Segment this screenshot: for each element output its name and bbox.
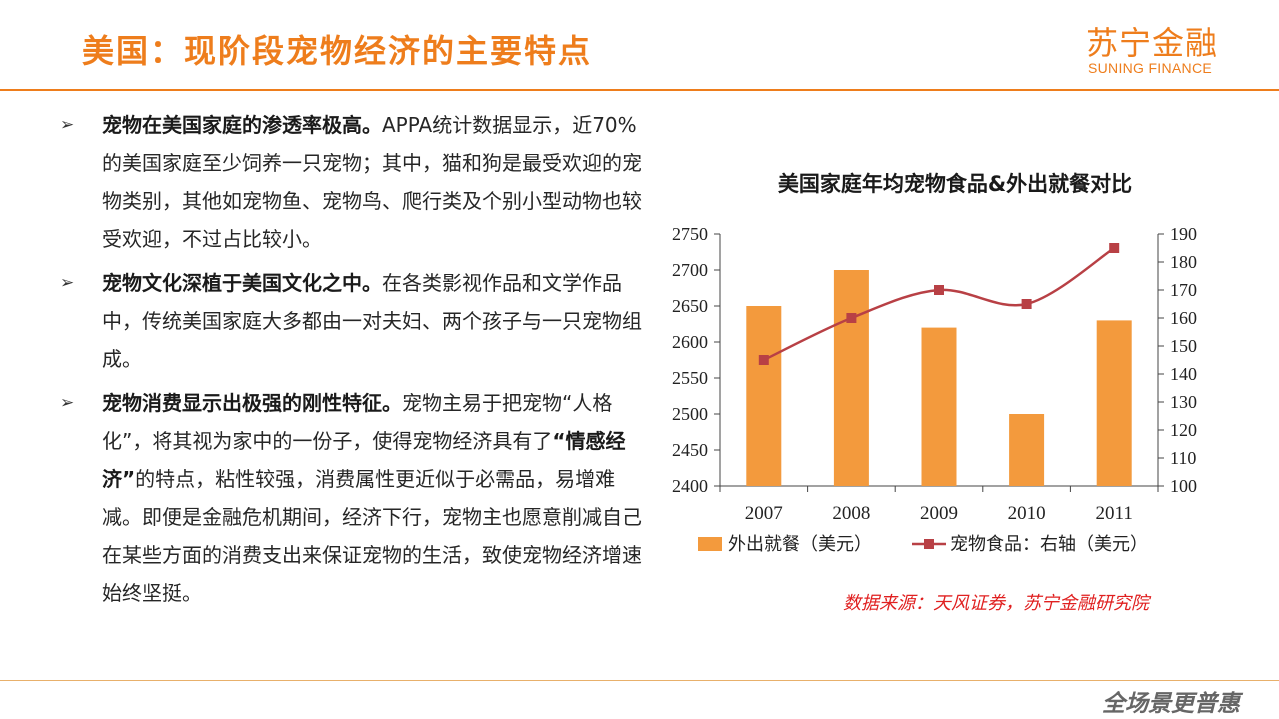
legend-line-marker: [924, 539, 934, 549]
right-tick-label: 140: [1170, 364, 1197, 384]
bullet-bold: 宠物在美国家庭的渗透率极高。: [102, 113, 382, 137]
bullet-item: ➢ 宠物消费显示出极强的刚性特征。宠物主易于把宠物“人格化”，将其视为家中的一份…: [60, 384, 650, 612]
right-tick-label: 190: [1170, 224, 1197, 244]
bullet-item: ➢ 宠物在美国家庭的渗透率极高。APPA统计数据显示，近70%的美国家庭至少饲养…: [60, 106, 650, 258]
bar: [833, 270, 869, 486]
right-tick-label: 180: [1170, 252, 1197, 272]
x-tick-label: 2007: [745, 503, 783, 524]
x-tick-label: 2011: [1096, 503, 1133, 524]
page-title: 美国：现阶段宠物经济的主要特点: [82, 32, 593, 70]
x-tick-label: 2008: [832, 503, 870, 524]
line-marker: [758, 355, 769, 365]
bullet-text: 宠物主易于把宠物“人格化”，将其视为家中的一份子，使得宠物经济具有了: [102, 391, 613, 453]
left-tick-label: 2700: [672, 260, 708, 280]
right-tick-label: 110: [1170, 448, 1196, 468]
legend-label: 外出就餐（美元）: [728, 534, 872, 555]
right-tick-label: 100: [1170, 476, 1197, 496]
right-tick-label: 150: [1170, 336, 1197, 356]
combo-chart: 2400 2450 2500 2550 2600 2650 2700 2750 100 110 12…: [672, 224, 1197, 555]
right-tick-label: 170: [1170, 280, 1197, 300]
line-marker: [846, 313, 857, 323]
left-tick-label: 2650: [672, 296, 708, 316]
bullet-bold: 宠物消费显示出极强的刚性特征。: [102, 391, 402, 415]
left-tick-label: 2450: [672, 440, 708, 460]
arrow-bullet-icon: ➢: [60, 273, 75, 293]
bullet-text: APPA统计数据显示，近70%的美国家庭至少饲养一只宠物；其中，猫和狗是最受欢迎…: [102, 113, 642, 251]
arrow-bullet-icon: ➢: [60, 393, 75, 413]
left-tick-label: 2750: [672, 224, 708, 244]
logo-en: SUNING FINANCE: [1088, 60, 1212, 76]
left-tick-label: 2600: [672, 332, 708, 352]
x-tick-label: 2010: [1008, 503, 1046, 524]
bar: [746, 306, 782, 486]
footer-divider: [0, 680, 1279, 681]
left-tick-label: 2400: [672, 476, 708, 496]
legend-label: 宠物食品：右轴（美元）: [950, 534, 1148, 555]
line-marker: [1109, 243, 1120, 253]
header-divider: [0, 89, 1279, 91]
logo-cn: 苏宁金融: [1086, 24, 1219, 62]
legend-bar-swatch: [698, 537, 722, 551]
bullet-text: 的特点，粘性较强，消费属性更近似于必需品，易增难减。即便是金融危机期间，经济下行…: [102, 467, 642, 605]
arrow-bullet-icon: ➢: [60, 115, 75, 135]
bullet-list: ➢ 宠物在美国家庭的渗透率极高。APPA统计数据显示，近70%的美国家庭至少饲养…: [60, 106, 650, 618]
bullet-bold-inline: “情感经济”: [102, 429, 626, 491]
bar: [1096, 320, 1132, 486]
bar: [1009, 414, 1045, 486]
chart-title: 美国家庭年均宠物食品&外出就餐对比: [777, 172, 1133, 196]
right-tick-label: 130: [1170, 392, 1197, 412]
left-tick-label: 2550: [672, 368, 708, 388]
bullet-bold: 宠物文化深植于美国文化之中。: [102, 271, 382, 295]
slogan: 全场景更普惠: [1102, 691, 1240, 717]
right-tick-label: 160: [1170, 308, 1197, 328]
bullet-item: ➢ 宠物文化深植于美国文化之中。在各类影视作品和文学作品中，传统美国家庭大多都由…: [60, 264, 650, 378]
bullet-text: 在各类影视作品和文学作品中，传统美国家庭大多都由一对夫妇、两个孩子与一只宠物组成…: [102, 271, 642, 371]
bar: [921, 327, 957, 486]
right-tick-label: 120: [1170, 420, 1197, 440]
line-marker: [1021, 299, 1032, 309]
line-marker: [934, 285, 944, 295]
left-tick-label: 2500: [672, 404, 708, 424]
data-source: 数据来源：天风证券，苏宁金融研究院: [843, 593, 1149, 614]
x-tick-label: 2009: [920, 503, 958, 524]
